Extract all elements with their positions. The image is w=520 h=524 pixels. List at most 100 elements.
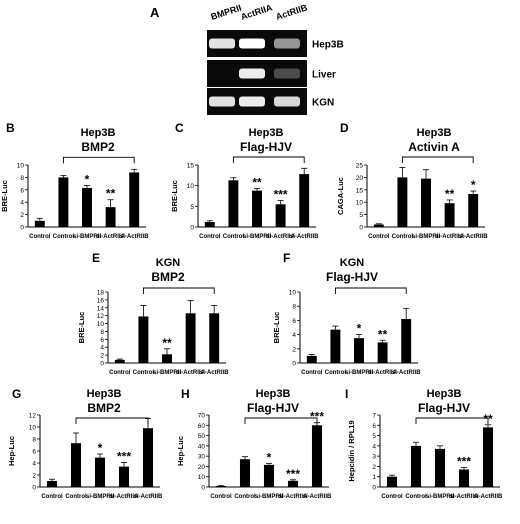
category-label: Control — [41, 494, 63, 500]
category-label: si-ActRIIB — [392, 370, 421, 376]
chart-subtitle: Flag-HJV — [326, 270, 378, 284]
bar — [138, 316, 149, 363]
y-tick-label: 4 — [292, 332, 296, 339]
y-tick-label: 60 — [198, 423, 206, 430]
bar — [311, 425, 323, 487]
comparison-bracket — [401, 156, 474, 163]
bar — [239, 459, 251, 487]
y-tick-label: 2 — [372, 464, 376, 471]
category-label: Control — [133, 370, 155, 376]
y-tick-label: 10 — [198, 474, 206, 481]
category-label: si-ActRIIA — [176, 370, 205, 376]
panel-letter: B — [6, 121, 15, 135]
significance-label: ** — [162, 336, 172, 350]
category-label: si-BMPRII — [412, 234, 440, 240]
bar — [162, 354, 172, 363]
significance-label: * — [267, 450, 272, 464]
chart-subtitle: BMP2 — [87, 401, 121, 415]
chart-subtitle: Flag-HJV — [240, 140, 292, 154]
y-tick-label: 0 — [359, 225, 363, 232]
significance-label: *** — [274, 188, 288, 202]
y-tick-label: 10 — [356, 200, 364, 207]
y-tick-label: 14 — [97, 305, 105, 312]
y-tick-label: 10 — [289, 290, 297, 297]
y-tick-label: 0 — [201, 485, 205, 492]
chart-subtitle: BMP2 — [151, 270, 185, 284]
y-tick-label: 10 — [17, 163, 25, 170]
category-label: si-BMPRII — [73, 234, 101, 240]
gel-lane-label: ActRIIB — [275, 2, 309, 22]
chart-subtitle: Flag-HJV — [247, 401, 299, 415]
significance-label: ** — [252, 176, 262, 190]
category-label: si-BMPRII — [255, 494, 283, 500]
bar — [377, 342, 388, 363]
category-label: si-ActRIIB — [459, 234, 488, 240]
panel-letter: D — [340, 121, 349, 135]
category-label: Control — [223, 234, 245, 240]
category-label: Control — [368, 234, 390, 240]
panel-letter: I — [345, 387, 348, 401]
y-axis-label: Hepcidin / RPL19 — [347, 420, 356, 481]
significance-label: ** — [106, 187, 116, 201]
panel-letter: E — [92, 251, 100, 265]
bar — [468, 194, 479, 227]
bar — [82, 187, 92, 227]
comparison-bracket — [62, 156, 135, 164]
y-axis-label: BRE-Luc — [272, 312, 281, 344]
bar — [386, 476, 398, 487]
category-label: Control — [325, 370, 347, 376]
bar — [185, 313, 196, 363]
y-tick-label: 15 — [356, 187, 364, 194]
bar — [299, 174, 310, 227]
y-tick-label: 2 — [100, 353, 104, 360]
bar — [114, 359, 125, 363]
y-tick-label: 25 — [356, 163, 364, 170]
gel-band — [239, 96, 265, 107]
gel-row-label: Liver — [312, 70, 336, 81]
bar — [129, 172, 140, 227]
panel-letter: C — [175, 121, 184, 135]
category-label: Control — [234, 494, 256, 500]
y-axis-label: CAGA-Luc — [336, 177, 345, 215]
comparison-bracket — [244, 417, 318, 424]
y-tick-label: 0 — [32, 485, 36, 492]
category-label: si-BMPRII — [426, 494, 454, 500]
bar — [275, 204, 286, 227]
bar — [263, 464, 275, 487]
y-axis-label: Hep-Luc — [176, 436, 185, 466]
chart-title: Hep3B — [81, 127, 116, 139]
bar — [458, 469, 470, 487]
y-tick-label: 6 — [292, 318, 296, 325]
y-tick-label: 3 — [372, 454, 376, 461]
bar — [118, 466, 130, 487]
category-label: si-ActRIIA — [110, 494, 139, 500]
category-label: si-ActRIIB — [290, 234, 319, 240]
y-tick-label: 6 — [100, 337, 104, 344]
y-tick-label: 20 — [198, 464, 206, 471]
category-label: Control — [65, 494, 87, 500]
category-label: si-ActRIIB — [134, 494, 163, 500]
gel-band — [274, 96, 300, 107]
panel-letter-a: A — [150, 5, 160, 20]
bar — [373, 224, 384, 227]
bar — [58, 177, 69, 227]
y-tick-label: 7 — [372, 413, 376, 420]
significance-label: ** — [445, 187, 455, 201]
category-label: si-BMPRII — [345, 370, 373, 376]
chart-subtitle: BMP2 — [81, 140, 115, 154]
category-label: si-ActRIIA — [279, 494, 308, 500]
y-tick-label: 0 — [20, 225, 24, 232]
gel-row-label: KGN — [312, 98, 334, 109]
y-tick-label: 2 — [20, 212, 24, 219]
significance-label: ** — [378, 327, 388, 341]
chart-title: Hep3B — [256, 388, 291, 400]
bar — [330, 329, 341, 363]
bar — [228, 180, 239, 227]
y-tick-label: 8 — [292, 304, 296, 311]
comparison-bracket — [75, 417, 149, 424]
category-label: si-ActRIIB — [120, 234, 149, 240]
category-label: Control — [53, 234, 75, 240]
